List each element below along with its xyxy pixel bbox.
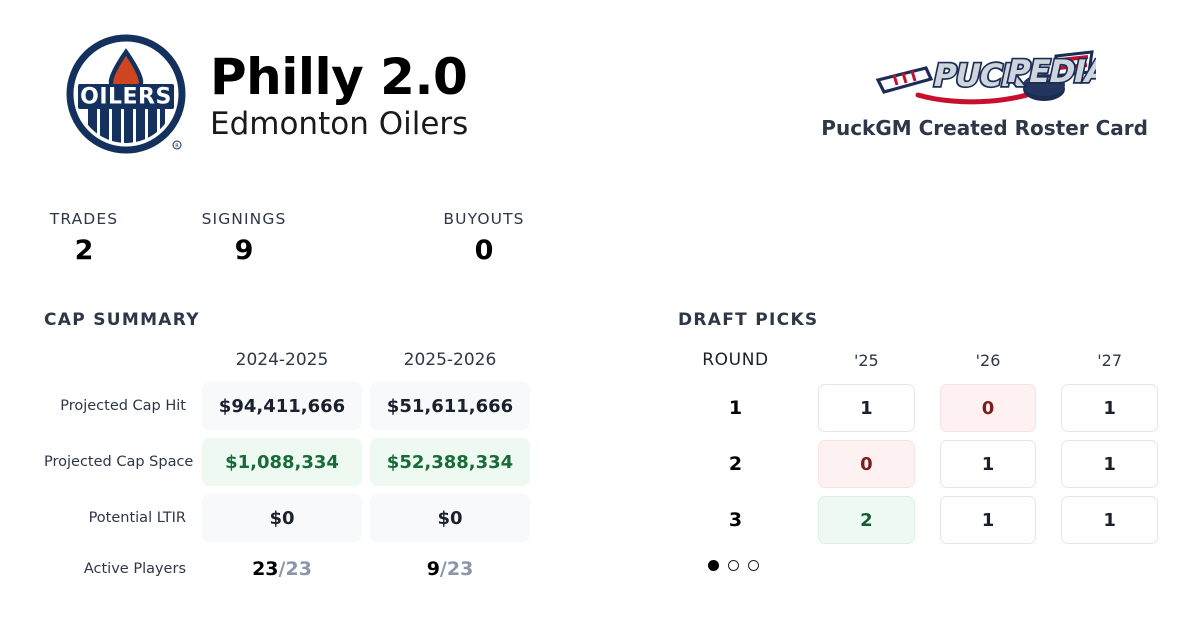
draft-pick-cell: 1	[1061, 496, 1158, 544]
summary-stats: TRADES 2 SIGNINGS 9 BUYOUTS 0	[44, 210, 664, 264]
draft-pick-cell: 0	[939, 384, 1037, 432]
svg-text:R: R	[175, 144, 179, 150]
active-players-cell: 23/23	[202, 550, 362, 588]
cap-summary-panel: CAP SUMMARY 2024-2025 2025-2026 Projecte…	[44, 310, 544, 588]
pagination-dot-3[interactable]	[748, 560, 759, 571]
cap-row-label: Active Players	[83, 561, 186, 577]
stat-signings: SIGNINGS 9	[124, 210, 364, 264]
page-header: OILERS R Philly 2.0 Edmonton Oilers	[0, 0, 1200, 180]
draft-pick-cell: 1	[1061, 384, 1158, 432]
roster-title: Philly 2.0	[210, 47, 468, 106]
team-name: Edmonton Oilers	[210, 106, 469, 143]
draft-round-number: 3	[728, 509, 743, 531]
cap-value-cell: $0	[202, 494, 362, 542]
cap-value-cell: $52,388,334	[370, 438, 530, 486]
svg-text:OILERS: OILERS	[80, 85, 172, 110]
team-identity: OILERS R Philly 2.0 Edmonton Oilers	[64, 32, 468, 160]
puckpedia-logo: PUCK PEDIA	[874, 46, 1096, 108]
stat-label: BUYOUTS	[443, 210, 525, 228]
edmonton-oilers-logo: OILERS R	[64, 32, 192, 160]
cap-summary-table: 2024-2025 2025-2026 Projected Cap Hit $9…	[44, 350, 544, 588]
draft-pick-cell: 1	[1061, 440, 1158, 488]
brand-block: PUCK PEDIA PuckGM Created Roster Card	[821, 46, 1148, 140]
active-players-cell: 9/23	[370, 550, 530, 588]
draft-pick-cell: 1	[818, 384, 915, 432]
pagination-dot-1[interactable]	[708, 560, 719, 571]
pagination-dot-2[interactable]	[728, 560, 739, 571]
stat-value: 2	[74, 235, 94, 266]
cap-value-cell: $94,411,666	[202, 382, 362, 430]
svg-text:PEDIA: PEDIA	[1003, 54, 1095, 90]
draft-picks-table: ROUND '25 '26 '27 1 1 0 1 2 0 1 1 3 2 1 …	[678, 350, 1158, 544]
draft-round-number: 2	[728, 453, 743, 475]
draft-round-header: ROUND	[702, 350, 769, 370]
cap-row-label: Projected Cap Hit	[60, 398, 186, 414]
draft-picks-title: DRAFT PICKS	[678, 310, 819, 330]
draft-picks-panel: DRAFT PICKS ROUND '25 '26 '27 1 1 0 1 2 …	[678, 310, 1158, 571]
cap-column-header-1: 2024-2025	[235, 350, 329, 370]
cap-row-label: Projected Cap Space	[44, 454, 194, 470]
stat-label: TRADES	[49, 210, 119, 228]
stat-label: SIGNINGS	[201, 210, 287, 228]
cap-value-cell: $1,088,334	[202, 438, 362, 486]
svg-text:PUCK: PUCK	[929, 58, 1030, 94]
draft-pick-cell: 2	[818, 496, 915, 544]
brand-caption: PuckGM Created Roster Card	[821, 116, 1148, 140]
stat-value: 0	[474, 235, 494, 266]
cap-summary-title: CAP SUMMARY	[44, 310, 200, 330]
cap-row-label: Potential LTIR	[88, 510, 186, 526]
draft-pick-cell: 0	[818, 440, 915, 488]
active-players-max: /23	[439, 558, 474, 580]
stat-trades: TRADES 2	[44, 210, 124, 264]
active-players-count: 23	[252, 558, 279, 580]
active-players-max: /23	[278, 558, 312, 580]
cap-column-header-2: 2025-2026	[403, 350, 497, 370]
draft-year-header-2: '26	[975, 350, 1001, 370]
draft-pick-cell: 1	[939, 496, 1037, 544]
draft-year-header-1: '25	[853, 350, 879, 370]
cap-value-cell: $0	[370, 494, 530, 542]
draft-pick-cell: 1	[939, 440, 1037, 488]
stat-value: 9	[234, 235, 254, 266]
active-players-count: 9	[426, 558, 440, 580]
draft-picks-pagination[interactable]	[708, 560, 1158, 571]
draft-round-number: 1	[728, 397, 743, 419]
cap-value-cell: $51,611,666	[370, 382, 530, 430]
team-name-block: Philly 2.0 Edmonton Oilers	[210, 51, 468, 142]
draft-year-header-3: '27	[1097, 350, 1123, 370]
stat-buyouts: BUYOUTS 0	[364, 210, 604, 264]
